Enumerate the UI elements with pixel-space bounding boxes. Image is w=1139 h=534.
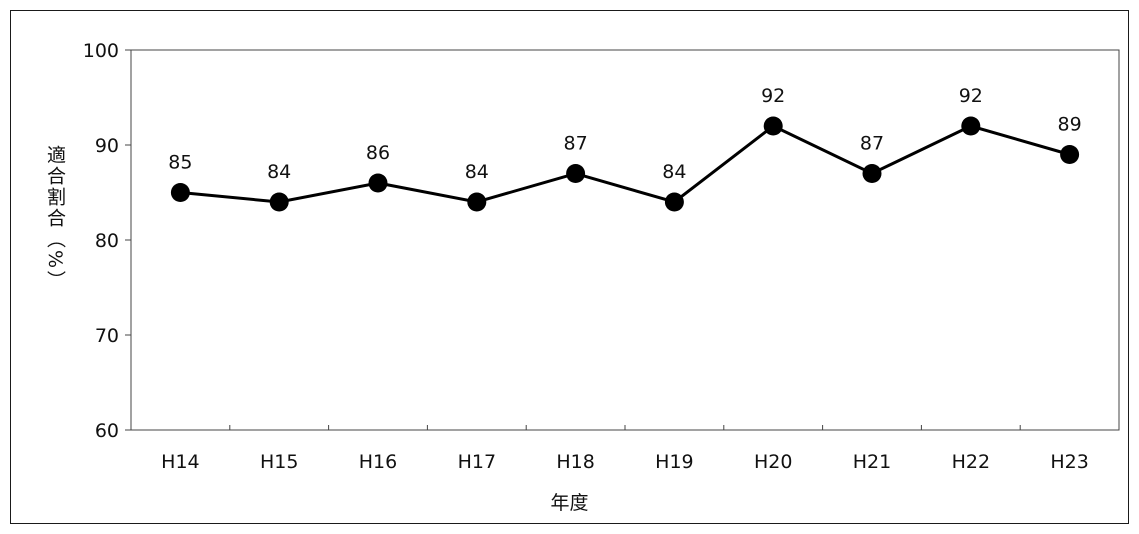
y-tick-label: 90	[95, 135, 119, 157]
y-axis-label: 適合割合（%）	[44, 145, 66, 292]
data-label: 92	[959, 85, 983, 107]
data-label: 85	[168, 152, 192, 174]
y-tick-label: 70	[95, 325, 119, 347]
data-label: 87	[860, 133, 884, 155]
data-point	[368, 173, 388, 193]
data-label: 89	[1058, 114, 1082, 136]
y-tick-label: 60	[95, 420, 119, 442]
x-tick-label: H17	[458, 451, 496, 473]
data-point	[664, 192, 684, 212]
data-label: 84	[267, 161, 291, 183]
data-label: 84	[662, 161, 686, 183]
data-label: 87	[564, 133, 588, 155]
x-axis-label: 年度	[550, 492, 589, 514]
plot-area	[130, 49, 1120, 431]
data-point	[269, 192, 289, 212]
data-label: 84	[465, 161, 489, 183]
y-tick-label: 100	[83, 40, 119, 62]
data-point	[1060, 145, 1080, 164]
y-tick-label: 80	[95, 230, 119, 252]
series-line	[180, 124, 1071, 204]
data-point	[566, 164, 586, 183]
x-tick-label: H19	[655, 451, 693, 473]
data-label: 86	[366, 142, 390, 164]
data-point	[763, 116, 783, 136]
x-tick-label: H21	[853, 451, 891, 473]
data-point	[170, 183, 190, 202]
x-tick-label: H23	[1050, 451, 1088, 473]
x-tick-label: H16	[359, 451, 397, 473]
data-label: 92	[761, 85, 785, 107]
data-point	[467, 192, 487, 212]
x-tick-label: H14	[161, 451, 199, 473]
x-tick-label: H22	[952, 451, 990, 473]
x-tick-label: H20	[754, 451, 792, 473]
data-point	[961, 116, 981, 136]
x-tick-label: H15	[260, 451, 298, 473]
data-point	[862, 164, 882, 183]
x-tick-label: H18	[556, 451, 594, 473]
